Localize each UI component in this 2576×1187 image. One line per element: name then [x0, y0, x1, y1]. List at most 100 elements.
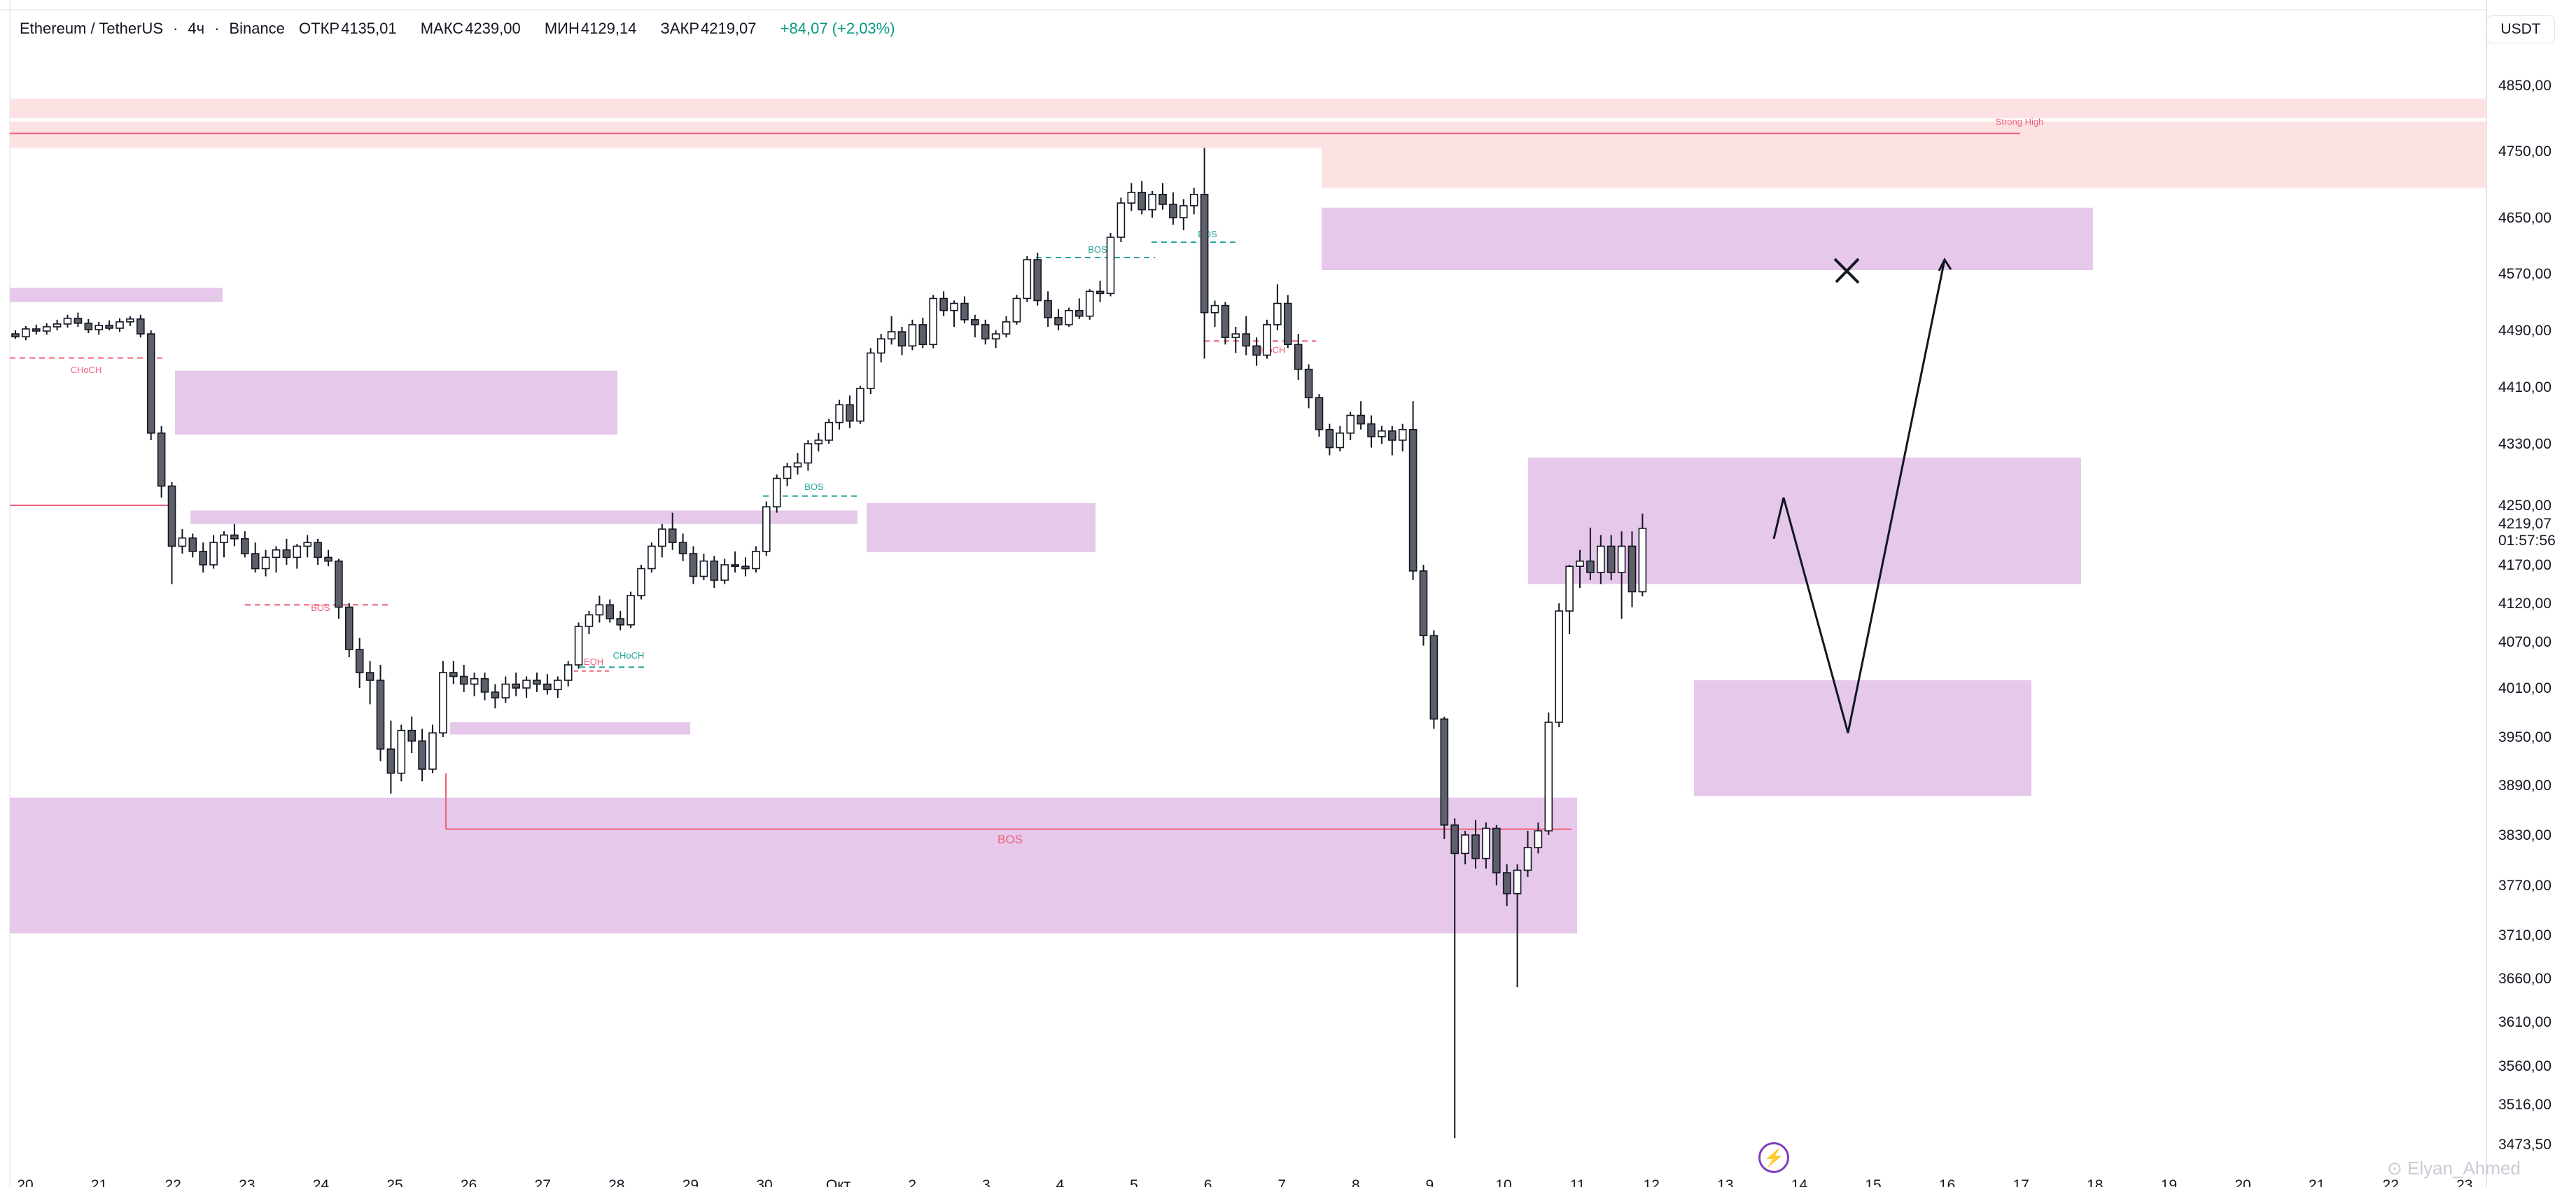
candle — [1544, 712, 1553, 835]
time-tick: 3 — [982, 1177, 990, 1187]
candle — [1252, 337, 1261, 366]
candle-body — [971, 319, 979, 325]
candle-body — [908, 324, 917, 347]
candle-body — [876, 338, 886, 354]
supply-demand-zone — [175, 370, 617, 435]
candle — [63, 314, 72, 328]
candle-body — [1085, 290, 1094, 317]
candle — [553, 676, 562, 698]
candle — [637, 565, 645, 600]
candle — [1054, 309, 1063, 330]
candle-body — [335, 560, 343, 608]
candle-body — [648, 545, 656, 570]
candle — [209, 535, 218, 569]
candle-body — [1054, 316, 1063, 325]
candle-body — [491, 691, 500, 698]
candle — [1002, 316, 1011, 338]
candle-body — [1158, 193, 1167, 205]
candle — [136, 314, 145, 338]
candle — [1189, 188, 1198, 215]
candle-body — [1586, 560, 1595, 573]
candle — [1221, 302, 1230, 345]
candle-body — [157, 433, 166, 487]
candle — [1200, 148, 1209, 359]
candle — [1085, 289, 1094, 320]
candle-body — [136, 318, 145, 335]
price-tick: 4070,00 — [2498, 634, 2552, 650]
candle — [1523, 831, 1532, 877]
currency-button[interactable]: USDT — [2486, 15, 2555, 43]
candle-body — [1617, 545, 1626, 573]
structure-label: BOS — [311, 603, 330, 613]
candle-body — [407, 729, 416, 742]
candle — [272, 546, 281, 573]
candle — [741, 557, 750, 577]
candle-body — [261, 556, 270, 570]
candle-body — [1002, 321, 1011, 335]
candle — [1440, 716, 1449, 839]
candle — [887, 316, 896, 345]
candle-body — [31, 328, 41, 332]
candle-body — [626, 595, 635, 626]
candle — [1576, 549, 1584, 588]
candle-body — [251, 553, 260, 570]
candle — [991, 330, 1000, 349]
candle-body — [699, 560, 708, 577]
candle — [1429, 630, 1438, 729]
price-tick: 4170,00 — [2498, 557, 2552, 573]
candle — [1023, 256, 1032, 302]
candle-body — [1367, 423, 1376, 437]
symbol-name[interactable]: Ethereum / TetherUS — [20, 20, 164, 37]
candle — [710, 556, 719, 588]
lightning-icon[interactable]: ⚡ — [1758, 1142, 1789, 1173]
time-tick: 26 — [461, 1177, 477, 1187]
candle — [355, 638, 364, 688]
high-value: 4239,00 — [465, 20, 521, 37]
candle-body — [867, 352, 875, 389]
candle — [1450, 818, 1459, 1139]
candle — [1127, 183, 1136, 211]
structure-label: BOS — [804, 482, 824, 492]
candle — [1336, 426, 1345, 451]
candle — [1378, 426, 1386, 444]
candle-body — [1315, 397, 1324, 430]
time-tick: 20 — [2234, 1177, 2250, 1187]
candle-body — [897, 331, 906, 347]
candle-body — [1148, 193, 1156, 211]
time-tick: 18 — [2087, 1177, 2103, 1187]
time-tick: 30 — [756, 1177, 772, 1187]
candle — [762, 501, 771, 556]
candle — [1534, 822, 1543, 854]
candle — [1065, 307, 1073, 327]
candle — [501, 676, 510, 703]
candle — [752, 546, 760, 573]
candle-body — [178, 537, 187, 547]
candle — [31, 324, 41, 335]
candle — [1628, 531, 1637, 607]
candle-body — [355, 649, 364, 673]
candle-body — [1638, 528, 1647, 593]
candle-body — [616, 618, 625, 626]
supply-demand-zone — [10, 98, 2486, 118]
candle-body — [1606, 545, 1616, 573]
candle — [188, 533, 197, 558]
candle — [939, 291, 948, 316]
countdown-label: 01:57:56 — [2498, 533, 2556, 549]
candle — [668, 512, 677, 550]
candle-body — [1263, 324, 1271, 356]
candle — [1606, 535, 1616, 580]
candle-body — [1471, 834, 1480, 859]
time-tick: 29 — [682, 1177, 699, 1187]
candle-body — [1189, 193, 1198, 206]
candle — [303, 535, 312, 558]
candle — [1565, 565, 1574, 634]
candle-body — [199, 551, 208, 566]
time-tick: 9 — [1426, 1177, 1434, 1187]
time-tick: 22 — [165, 1177, 181, 1187]
candle — [1357, 401, 1365, 430]
candle — [439, 661, 447, 737]
candle — [606, 599, 615, 623]
timeframe[interactable]: 4ч — [188, 20, 205, 37]
candle-body — [1461, 834, 1469, 855]
